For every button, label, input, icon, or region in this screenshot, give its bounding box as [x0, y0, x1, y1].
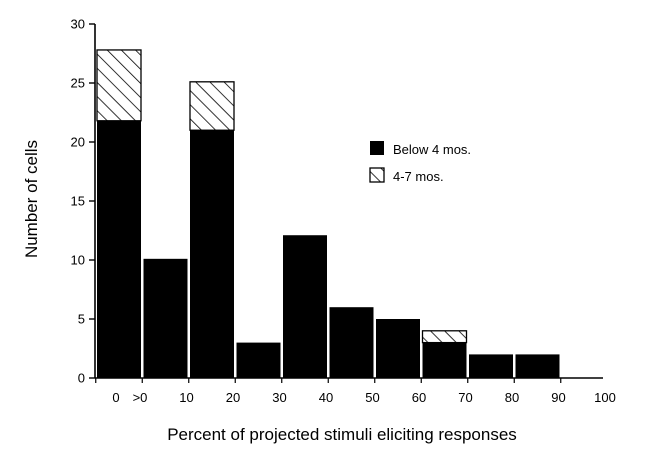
- legend-swatch-4-7-mos: [369, 167, 385, 183]
- y-tick-label: 0: [78, 371, 85, 386]
- y-tick-label: 15: [71, 194, 85, 209]
- bar-below-4-mos-4: [283, 235, 327, 378]
- bar-below-4-mos-6: [376, 319, 420, 378]
- x-tick-label: 10: [179, 390, 193, 405]
- x-tick-label: 80: [505, 390, 519, 405]
- x-tick-label: 100: [594, 390, 616, 405]
- x-tick-label: 70: [458, 390, 472, 405]
- x-tick-label: >0: [133, 390, 148, 405]
- y-tick-label: 25: [71, 76, 85, 91]
- x-tick-label: 50: [365, 390, 379, 405]
- bar-below-4-mos-7: [422, 342, 467, 378]
- y-tick-label: 10: [71, 253, 85, 268]
- bar-4-7-mos-2: [189, 81, 235, 131]
- x-tick-label: 90: [551, 390, 565, 405]
- bar-4-7-mos-7: [421, 330, 468, 344]
- bar-below-4-mos-3: [236, 342, 281, 378]
- y-tick-label: 5: [78, 312, 85, 327]
- legend-label-below-4-mos: Below 4 mos.: [393, 142, 471, 157]
- legend-swatch-below-4-mos: [370, 141, 384, 155]
- bars-group: [96, 49, 560, 378]
- bar-below-4-mos-5: [329, 307, 374, 378]
- y-ticks-group: 0 5 10 15 20 25 30: [71, 17, 95, 386]
- legend: Below 4 mos. 4-7 mos.: [369, 141, 471, 184]
- x-axis-title: Percent of projected stimuli eliciting r…: [167, 425, 517, 444]
- bar-below-4-mos-1: [143, 258, 188, 378]
- x-ticks-group: 0 >0 10 20 30 40 50 60 70 80 90 100: [95, 378, 616, 405]
- bar-below-4-mos-9: [515, 354, 560, 378]
- x-tick-label: 0: [112, 390, 119, 405]
- x-tick-label: 30: [272, 390, 286, 405]
- y-axis-title: Number of cells: [22, 140, 41, 258]
- bar-4-7-mos-0: [96, 49, 142, 122]
- x-tick-label: 20: [226, 390, 240, 405]
- y-tick-label: 20: [71, 135, 85, 150]
- x-tick-label: 40: [319, 390, 333, 405]
- bar-below-4-mos-0: [97, 120, 141, 378]
- bar-below-4-mos-2: [190, 130, 234, 378]
- bar-below-4-mos-8: [469, 354, 513, 378]
- legend-label-4-7-mos: 4-7 mos.: [393, 169, 444, 184]
- x-tick-label: 60: [412, 390, 426, 405]
- y-tick-label: 30: [71, 17, 85, 32]
